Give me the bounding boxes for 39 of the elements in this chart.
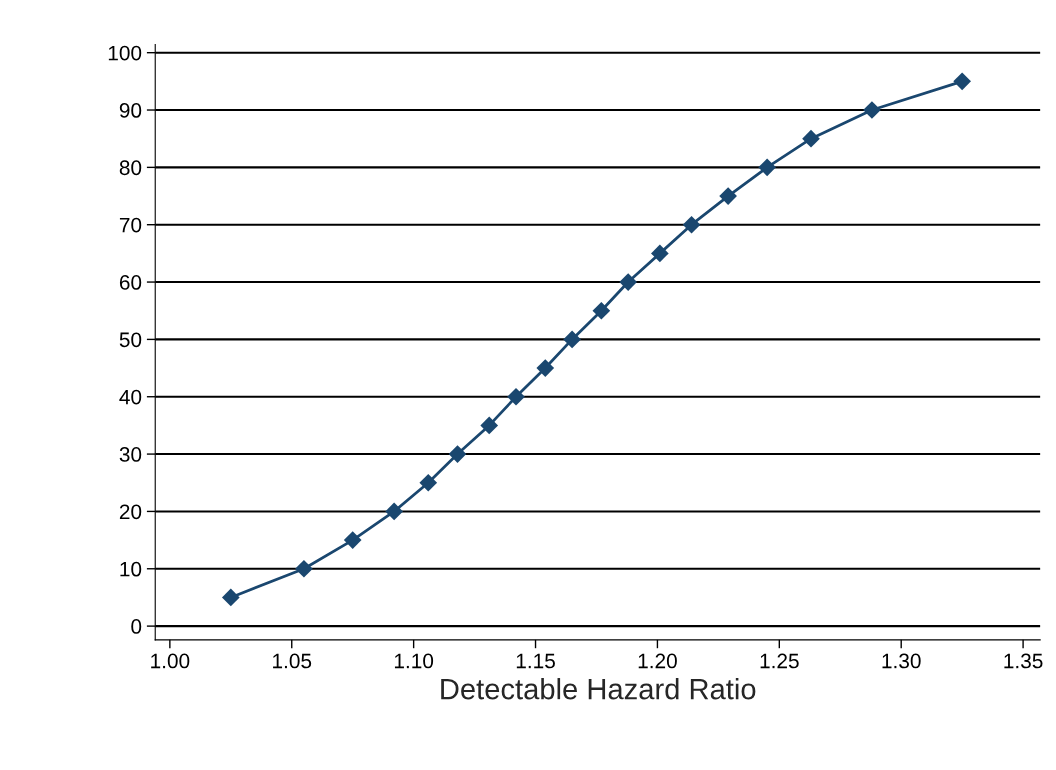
point: [953, 72, 971, 91]
x-tick-label: 1.30: [882, 653, 921, 669]
point: [758, 158, 776, 177]
x-tick-label: 1.15: [516, 653, 555, 669]
y-tick-label: 70: [119, 217, 142, 233]
point: [536, 359, 555, 377]
point: [651, 244, 669, 263]
point: [385, 502, 403, 521]
point: [719, 187, 737, 205]
y-tick-label: 60: [119, 275, 142, 290]
point: [802, 129, 820, 148]
point: [295, 559, 313, 578]
point: [863, 101, 881, 119]
point: [619, 273, 638, 291]
y-tick-label: 90: [119, 103, 142, 118]
x-tick-label: 1.35: [1004, 653, 1043, 669]
point: [563, 330, 581, 349]
x-tick-label: 1.00: [151, 653, 190, 669]
x-tick-label: 1.10: [394, 653, 434, 669]
y-tick-label: 80: [119, 160, 142, 176]
point: [480, 416, 499, 435]
point: [448, 445, 467, 463]
x-axis-title: Detectable Hazard Ratio: [441, 678, 756, 700]
y-tick-label: 20: [119, 504, 142, 520]
point: [419, 473, 438, 492]
y-tick-label: 0: [131, 619, 142, 634]
y-tick-label: 50: [119, 332, 142, 348]
x-tick-label: 1.20: [638, 653, 677, 669]
point: [507, 387, 525, 406]
y-tick-label: 40: [119, 389, 142, 405]
point: [682, 215, 701, 234]
point: [221, 588, 240, 607]
x-tick-label: 1.05: [273, 653, 312, 669]
y-tick-label: 30: [119, 447, 142, 462]
point: [592, 301, 611, 320]
y-tick-label: 10: [120, 561, 142, 577]
point: [343, 531, 362, 549]
y-tick-label: 100: [108, 45, 142, 61]
x-tick-label: 1.25: [760, 653, 799, 669]
